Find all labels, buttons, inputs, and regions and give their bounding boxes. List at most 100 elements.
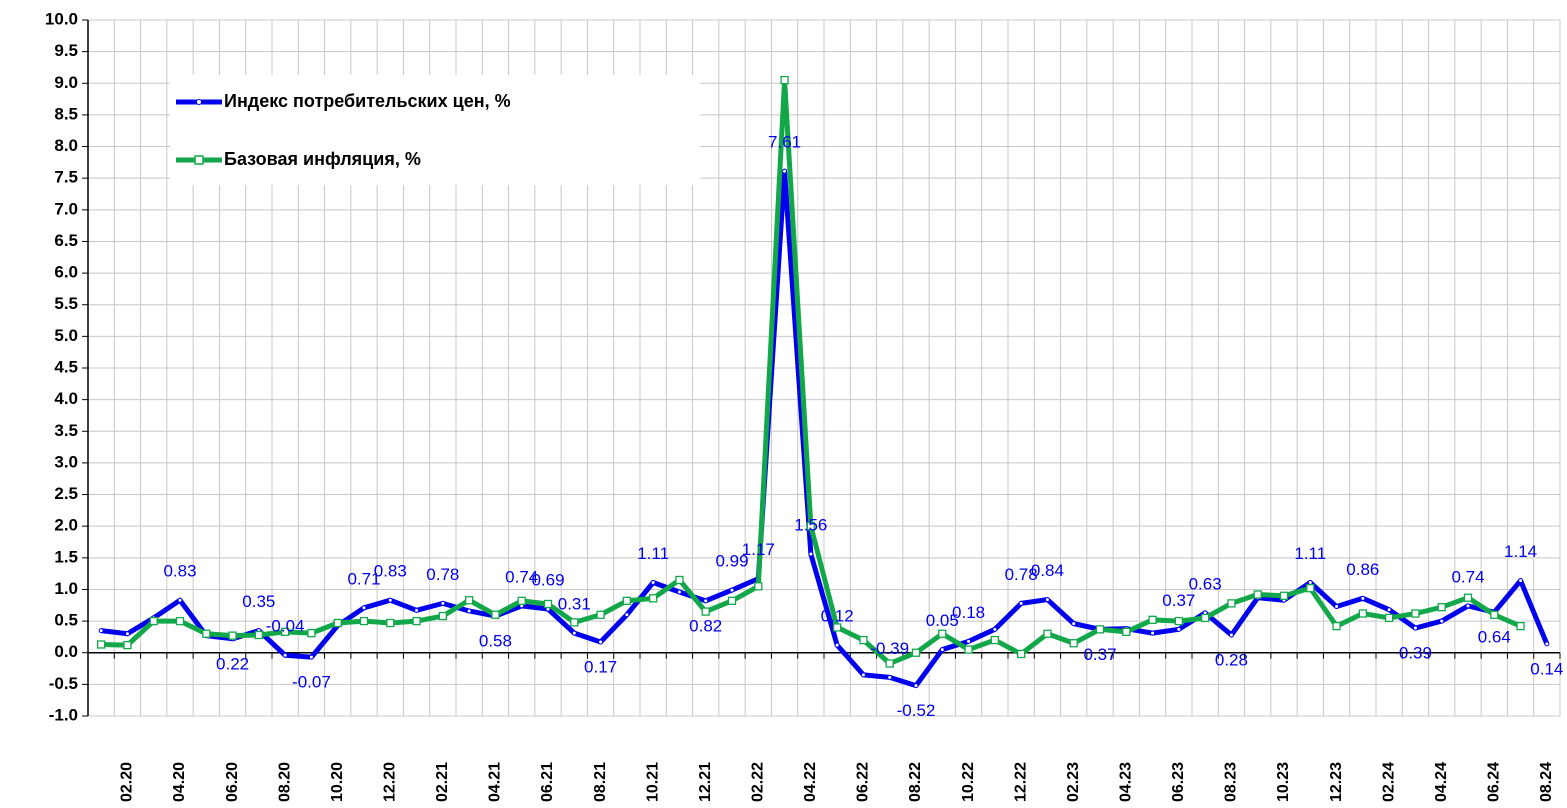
data-label: 0.99 <box>715 552 748 571</box>
y-tick-label: 7.0 <box>54 199 78 218</box>
x-tick-label: 02.22 <box>750 762 767 802</box>
y-tick-label: 5.0 <box>54 326 78 345</box>
y-tick-label: 2.5 <box>54 484 78 503</box>
point <box>1174 616 1184 626</box>
data-label: 0.83 <box>374 562 407 581</box>
y-tick-label: 10.0 <box>45 9 78 28</box>
y-tick-label: 5.5 <box>54 294 78 313</box>
point <box>648 594 658 603</box>
y-tick-label: 3.5 <box>54 421 78 440</box>
point <box>1384 613 1394 623</box>
x-tick-label: 12.20 <box>382 762 399 802</box>
y-tick-label: 8.0 <box>54 136 78 155</box>
data-label: 0.83 <box>163 562 196 581</box>
point <box>780 75 789 85</box>
x-tick-label: 10.21 <box>644 762 661 802</box>
point <box>939 647 945 653</box>
point <box>1122 627 1131 636</box>
y-tick-label: 1.0 <box>54 579 78 598</box>
point <box>624 612 630 618</box>
x-tick-label: 10.20 <box>329 762 346 802</box>
point <box>598 639 604 645</box>
x-tick-label: 06.22 <box>855 762 872 802</box>
point <box>806 522 816 531</box>
point <box>149 616 158 626</box>
point <box>361 605 367 611</box>
point <box>990 635 1000 645</box>
point <box>1148 615 1157 624</box>
x-tick-label: 08.24 <box>1538 762 1555 802</box>
data-label: 0.63 <box>1189 574 1222 593</box>
data-label: 1.56 <box>794 516 827 535</box>
x-tick-label: 06.24 <box>1486 762 1503 802</box>
y-tick-label: -0.5 <box>49 674 78 693</box>
point <box>1518 578 1524 584</box>
point <box>1069 639 1078 648</box>
point <box>359 616 369 626</box>
point <box>386 618 395 628</box>
data-label: 0.39 <box>1399 644 1432 663</box>
point <box>1437 603 1446 612</box>
data-label: 0.78 <box>1005 565 1038 584</box>
point <box>1016 649 1026 659</box>
data-label: 0.35 <box>242 592 275 611</box>
point <box>1018 600 1024 606</box>
x-tick-label: 12.22 <box>1012 762 1029 802</box>
data-label: 1.11 <box>637 544 669 563</box>
data-label: 1.17 <box>742 540 775 559</box>
x-tick-label: 02.21 <box>434 762 451 802</box>
data-label: 0.31 <box>558 595 591 614</box>
data-label: 0.37 <box>1162 591 1195 610</box>
x-tick-label: 08.20 <box>276 762 293 802</box>
point <box>992 626 998 632</box>
y-tick-label: 8.5 <box>54 104 78 123</box>
point <box>491 610 500 619</box>
point <box>1516 622 1525 631</box>
point <box>202 629 211 638</box>
point <box>123 640 132 650</box>
data-label: 0.28 <box>1215 650 1248 669</box>
point <box>466 608 472 614</box>
x-tick-label: 04.21 <box>487 762 504 802</box>
x-tick-label: 06.21 <box>539 762 556 802</box>
data-label: 1.11 <box>1294 544 1326 563</box>
data-label: -0.07 <box>292 673 331 692</box>
point <box>1334 604 1340 610</box>
point <box>307 628 316 638</box>
point <box>1253 590 1262 599</box>
x-tick-label: 08.21 <box>592 762 609 802</box>
point <box>701 607 710 616</box>
point <box>98 628 104 634</box>
y-tick-label: 0.5 <box>54 611 78 630</box>
point <box>1279 591 1289 600</box>
point <box>543 599 553 609</box>
y-tick-label: 7.5 <box>54 168 78 187</box>
data-label: 0.22 <box>216 654 249 673</box>
data-label: 0.71 <box>347 569 380 588</box>
data-label: 0.14 <box>1530 659 1563 678</box>
point <box>1044 597 1050 603</box>
data-label: -0.39 <box>870 639 909 658</box>
x-tick-label: 04.20 <box>171 762 188 802</box>
point <box>1227 599 1236 608</box>
data-label: 0.64 <box>1478 628 1511 647</box>
point <box>1043 629 1052 638</box>
y-tick-label: 4.5 <box>54 357 78 376</box>
point <box>1490 610 1499 619</box>
point <box>1306 584 1315 593</box>
y-tick-label: 6.5 <box>54 231 78 250</box>
point <box>676 589 682 595</box>
y-tick-label: 2.0 <box>54 516 78 535</box>
legend-marker <box>194 155 204 165</box>
point <box>387 597 393 603</box>
point <box>282 652 288 658</box>
data-label: -0.04 <box>266 617 305 636</box>
legend-marker <box>196 99 202 105</box>
x-tick-label: 02.24 <box>1380 762 1397 802</box>
point <box>571 630 577 636</box>
point <box>1463 593 1473 602</box>
y-tick-label: 0.0 <box>54 642 78 661</box>
point <box>412 616 421 626</box>
